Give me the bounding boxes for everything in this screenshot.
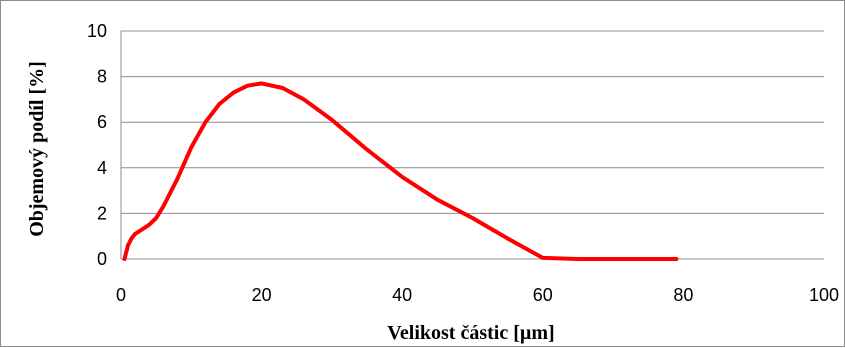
- y-tick-label: 8: [97, 67, 107, 87]
- y-tick-label: 4: [97, 158, 107, 178]
- y-tick-label: 0: [97, 249, 107, 269]
- x-tick-label: 20: [252, 285, 272, 305]
- series-group: [122, 81, 679, 261]
- gridlines: [121, 30, 824, 260]
- x-axis-title: Velikost částic [µm]: [387, 322, 554, 344]
- x-tick-label: 80: [673, 285, 693, 305]
- y-tick-label: 2: [97, 203, 107, 223]
- x-tick-label: 100: [809, 285, 839, 305]
- y-tick-label: 6: [97, 112, 107, 132]
- y-tick-label: 10: [87, 21, 107, 41]
- y-axis-title: Objemový podíl [%]: [26, 61, 48, 237]
- x-tick-label: 60: [533, 285, 553, 305]
- series-line: [122, 81, 679, 261]
- x-tick-label: 0: [116, 285, 126, 305]
- x-tick-label: 40: [392, 285, 412, 305]
